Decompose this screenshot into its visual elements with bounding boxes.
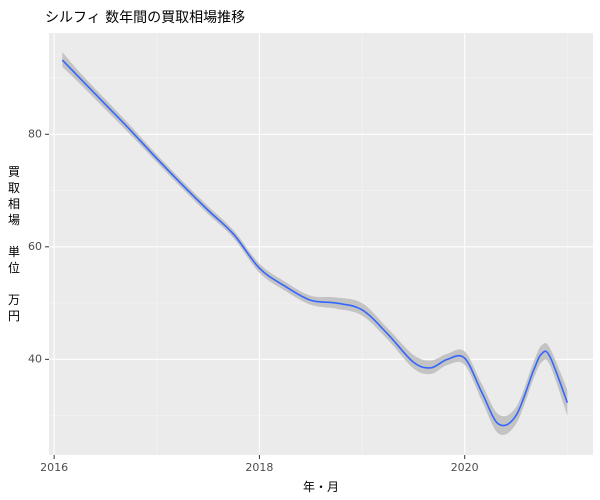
y-axis-title-char: 円 [8,309,20,323]
y-axis-title-char: 位 [8,260,20,275]
x-tick-label: 2018 [245,461,273,474]
major-gridlines [49,33,593,455]
y-tick-label: 40 [28,352,42,365]
y-axis-title: 買 取 相 場 単 位 万 円 [8,165,20,323]
plot-panel [49,33,593,455]
y-axis: 40 60 80 [28,127,49,365]
x-tick-label: 2020 [451,461,479,474]
y-axis-title-char: 単 [8,245,20,259]
y-axis-title-char: 場 [8,213,20,227]
x-axis: 2016 2018 2020 [40,455,479,474]
y-tick-label: 60 [28,240,42,253]
y-axis-title-char: 取 [8,181,20,195]
y-axis-title-char: 相 [8,197,20,211]
x-tick-label: 2016 [40,461,68,474]
y-axis-title-char: 買 [8,165,20,179]
y-tick-label: 80 [28,127,42,140]
x-axis-title: 年・月 [303,480,339,494]
chart-title: シルフィ 数年間の買取相場推移 [45,10,245,26]
y-axis-title-char: 万 [8,293,20,307]
series-line [61,59,569,427]
